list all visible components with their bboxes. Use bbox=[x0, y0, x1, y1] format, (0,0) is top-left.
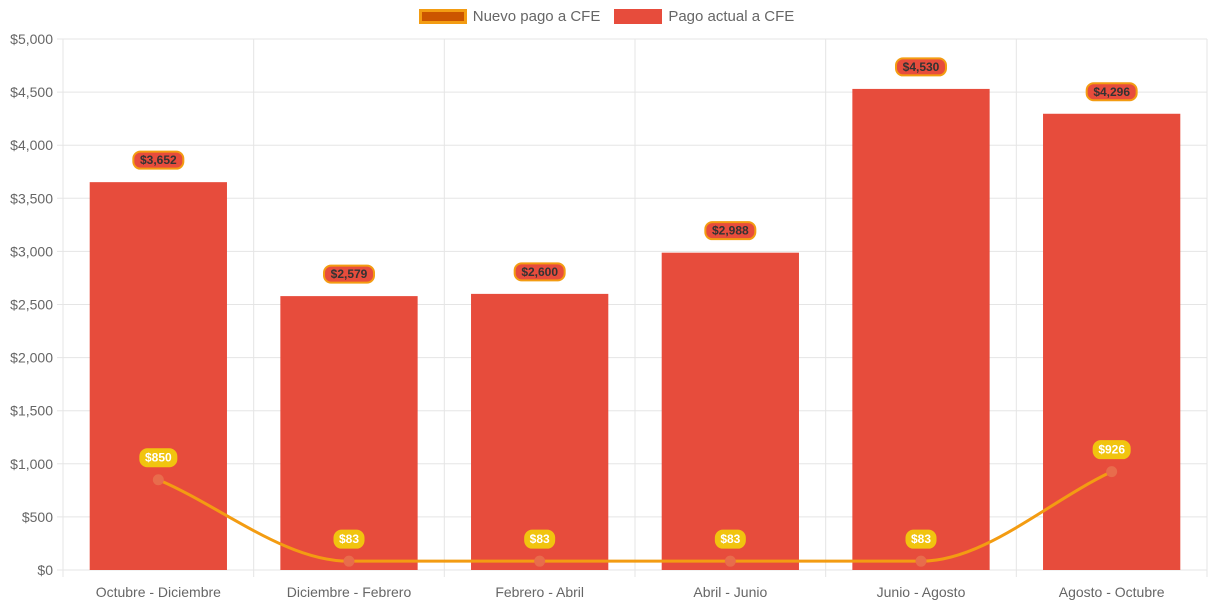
y-tick-label: $4,500 bbox=[10, 84, 53, 100]
x-tick-label: Junio - Agosto bbox=[877, 584, 966, 600]
bar-value-label-bg bbox=[895, 57, 947, 77]
bar-value-label-bg bbox=[132, 150, 185, 170]
bar-value-label-bg bbox=[704, 221, 757, 241]
bar-value-label-text: $2,579 bbox=[331, 267, 368, 281]
bar-value-label: $4,296 bbox=[1085, 82, 1138, 102]
legend-item-pago-actual[interactable]: Pago actual a CFE bbox=[614, 8, 794, 25]
bar-value-label-text: $2,988 bbox=[712, 224, 749, 238]
bar-value-label-bg bbox=[1085, 82, 1138, 102]
line-point bbox=[915, 555, 927, 567]
line-value-label-text: $83 bbox=[530, 532, 550, 546]
bar-value-label-text: $4,296 bbox=[1093, 85, 1130, 99]
x-tick-label: Febrero - Abril bbox=[495, 584, 584, 600]
line-value-label-text: $926 bbox=[1098, 443, 1125, 457]
x-tick-label: Abril - Junio bbox=[693, 584, 767, 600]
chart-grid bbox=[57, 38, 1208, 577]
bar-value-label: $3,652 bbox=[132, 150, 185, 170]
bar-value-label-text: $4,530 bbox=[903, 60, 940, 74]
y-tick-label: $2,500 bbox=[10, 297, 53, 313]
y-tick-label: $2,000 bbox=[10, 350, 53, 366]
bar-value-label: $4,530 bbox=[895, 57, 947, 77]
line-value-label-bg bbox=[1092, 440, 1131, 460]
x-tick-label: Diciembre - Febrero bbox=[287, 584, 412, 600]
line-path bbox=[157, 470, 1113, 563]
bar-value-label-text: $3,652 bbox=[140, 153, 177, 167]
line-value-label-bg bbox=[333, 529, 365, 549]
legend-swatch-bar bbox=[614, 9, 663, 24]
bar-value-label: $2,988 bbox=[704, 221, 757, 241]
bar-series bbox=[89, 88, 1181, 571]
line-value-label-text: $850 bbox=[145, 451, 172, 465]
y-tick-label: $1,500 bbox=[10, 403, 53, 419]
line-value-label: $83 bbox=[714, 529, 746, 549]
line-value-label: $926 bbox=[1092, 440, 1131, 460]
line-point bbox=[724, 555, 736, 567]
bar-value-label: $2,600 bbox=[513, 262, 566, 282]
line-value-label: $850 bbox=[139, 448, 178, 468]
bar bbox=[852, 88, 990, 570]
y-tick-label: $4,000 bbox=[10, 137, 53, 153]
y-tick-label: $0 bbox=[37, 562, 53, 578]
y-tick-label: $3,500 bbox=[10, 190, 53, 206]
line-value-label-text: $83 bbox=[339, 532, 359, 546]
line-value-label-bg bbox=[905, 529, 937, 549]
bar bbox=[661, 252, 799, 571]
line-point bbox=[343, 555, 355, 567]
line-value-label-text: $83 bbox=[911, 532, 931, 546]
bar-value-label-bg bbox=[323, 264, 375, 284]
legend-swatch-line bbox=[418, 9, 467, 24]
y-tick-label: $5,000 bbox=[10, 31, 53, 47]
y-tick-label: $1,000 bbox=[10, 456, 53, 472]
bar-value-label-text: $2,600 bbox=[521, 265, 558, 279]
line-point bbox=[534, 555, 546, 567]
line-value-label: $83 bbox=[333, 529, 365, 549]
bar bbox=[89, 182, 227, 570]
legend-item-nuevo-pago[interactable]: Nuevo pago a CFE bbox=[418, 8, 601, 25]
chart-legend: Nuevo pago a CFE Pago actual a CFE bbox=[0, 8, 1213, 25]
x-tick-label: Agosto - Octubre bbox=[1059, 584, 1165, 600]
bar-value-label: $2,579 bbox=[323, 264, 375, 284]
bar-value-label-bg bbox=[513, 262, 566, 282]
data-labels: $3,652 $2,579 $2,600 $2,988 $4,530 $4,296 $850… bbox=[132, 57, 1138, 549]
line-value-label: $83 bbox=[524, 529, 556, 549]
legend-label-nuevo-pago: Nuevo pago a CFE bbox=[472, 8, 601, 25]
bar bbox=[1043, 113, 1181, 570]
line-value-label-bg bbox=[139, 448, 178, 468]
x-tick-label: Octubre - Diciembre bbox=[96, 584, 221, 600]
line-value-label-bg bbox=[714, 529, 746, 549]
bar bbox=[471, 293, 609, 570]
line-value-label: $83 bbox=[905, 529, 937, 549]
line-value-label-text: $83 bbox=[720, 532, 740, 546]
y-tick-label: $500 bbox=[22, 509, 53, 525]
bar bbox=[280, 296, 418, 570]
y-tick-label: $3,000 bbox=[10, 243, 53, 259]
line-point bbox=[152, 474, 164, 486]
line-value-label-bg bbox=[524, 529, 556, 549]
chart-axes: $0 $500 $1,000 $1,500 $2,000 $2,500 $3,000 $3,5… bbox=[10, 31, 1165, 600]
legend-label-pago-actual: Pago actual a CFE bbox=[668, 8, 795, 25]
line-series bbox=[152, 466, 1118, 567]
line-point bbox=[1106, 466, 1118, 478]
